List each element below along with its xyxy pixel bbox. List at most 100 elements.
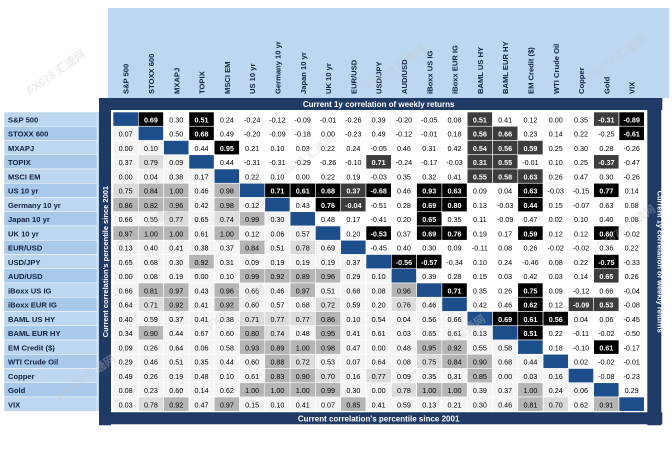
cell-value: 0.81 <box>144 286 158 295</box>
cell-value: -0.08 <box>598 372 614 381</box>
cell-value: 0.46 <box>270 286 284 295</box>
cell-value: 0.46 <box>195 187 209 196</box>
cell-value: 0.24 <box>498 258 512 267</box>
cell-value: 0.44 <box>169 329 183 338</box>
cell-value: 0.65 <box>599 272 613 281</box>
cell-value: -0.09 <box>497 215 513 224</box>
cell-value: 0.07 <box>119 130 133 139</box>
cell-value: 0.22 <box>574 130 588 139</box>
cell-value: 0.26 <box>549 172 563 181</box>
cell-value: 0.31 <box>422 144 436 153</box>
cell-value: 0.60 <box>220 329 234 338</box>
cell-value: 0.26 <box>144 343 158 352</box>
cell-value: 0.30 <box>599 172 613 181</box>
cell-value: 0.24 <box>220 115 234 124</box>
cell-value: 0.29 <box>346 272 360 281</box>
cell-value: 0.36 <box>599 244 613 253</box>
cell-value: 0.44 <box>220 358 234 367</box>
cell-value: 0.17 <box>346 215 360 224</box>
cell-value: -0.12 <box>573 286 589 295</box>
column-label: STOXX 600 <box>147 54 156 94</box>
cell-value: 0.78 <box>144 400 158 409</box>
cell-value: 1.00 <box>245 386 259 395</box>
row-label: iBoxx US IG <box>8 286 52 295</box>
left-side-text: Current correlation's percentile since 2… <box>101 186 110 337</box>
cell-value: 0.42 <box>473 301 487 310</box>
cell-value: 0.24 <box>549 386 563 395</box>
cell-value: 0.64 <box>119 301 133 310</box>
cell-value: 0.71 <box>448 286 462 295</box>
column-label: US 10 yr <box>248 64 257 94</box>
cell-value: 0.76 <box>321 201 335 210</box>
cell-value: 0.41 <box>448 172 462 181</box>
cell-value: 0.19 <box>169 272 183 281</box>
cell-value: 0.99 <box>245 272 259 281</box>
cell-value: 0.77 <box>372 372 386 381</box>
cell-value: 0.49 <box>220 130 234 139</box>
cell-value: -0.03 <box>370 172 386 181</box>
row-label: Japan 10 yr <box>8 215 50 224</box>
cell-value: 0.37 <box>346 258 360 267</box>
cell-value: 0.30 <box>346 386 360 395</box>
cell-value: 0.03 <box>549 272 563 281</box>
row-label: BAML US HY <box>8 315 55 324</box>
cell-value: -0.09 <box>573 301 589 310</box>
row-label: STOXX 600 <box>8 130 48 139</box>
cell-value: 0.30 <box>473 400 487 409</box>
cell-value: 1.00 <box>169 229 183 238</box>
cell-value: 0.20 <box>346 229 360 238</box>
cell-value: 0.44 <box>523 201 537 210</box>
column-label: MSCI EM <box>223 62 232 95</box>
cell-value: 0.86 <box>321 315 335 324</box>
cell-value: 0.02 <box>549 215 563 224</box>
cell-value: 0.08 <box>144 272 158 281</box>
cell-value: -0.53 <box>370 229 386 238</box>
cell-value: 0.22 <box>574 258 588 267</box>
cell-value: 0.31 <box>220 258 234 267</box>
column-label: WTI Crude Oil <box>552 44 561 94</box>
column-label: UK 10 yr <box>324 63 333 94</box>
heatmap-cell <box>416 282 443 298</box>
cell-value: 0.90 <box>144 329 158 338</box>
cell-value: 0.80 <box>448 201 462 210</box>
column-label: BAML US HY <box>476 47 485 94</box>
cell-value: 0.28 <box>599 144 613 153</box>
cell-value: 0.61 <box>296 187 310 196</box>
cell-value: 0.66 <box>599 286 613 295</box>
cell-value: -0.45 <box>370 244 386 253</box>
cell-value: 0.61 <box>195 229 209 238</box>
cell-value: 0.58 <box>498 343 512 352</box>
cell-value: 0.00 <box>372 386 386 395</box>
cell-value: 0.09 <box>549 286 563 295</box>
cell-value: 0.09 <box>473 187 487 196</box>
cell-value: 0.30 <box>574 144 588 153</box>
cell-value: 0.08 <box>625 201 639 210</box>
cell-value: -0.09 <box>269 130 285 139</box>
cell-value: -0.26 <box>623 172 639 181</box>
cell-value: 0.15 <box>549 201 563 210</box>
cell-value: 0.34 <box>119 329 133 338</box>
cell-value: 0.84 <box>144 187 158 196</box>
cell-value: 0.64 <box>372 358 386 367</box>
cell-value: 0.08 <box>549 258 563 267</box>
cell-value: 0.68 <box>321 187 335 196</box>
cell-value: 0.37 <box>220 244 234 253</box>
cell-value: 0.61 <box>372 329 386 338</box>
cell-value: 1.00 <box>448 386 462 395</box>
heatmap-cell <box>315 225 341 241</box>
cell-value: -0.50 <box>623 329 639 338</box>
cell-value: -0.10 <box>345 158 361 167</box>
cell-value: 0.61 <box>523 315 537 324</box>
left-side-banner <box>99 98 111 426</box>
cell-value: 0.35 <box>397 172 411 181</box>
row-label: MXAPJ <box>8 144 34 153</box>
cell-value: 0.66 <box>119 215 133 224</box>
heatmap-cell <box>390 268 417 284</box>
cell-value: 0.30 <box>422 244 436 253</box>
heatmap-cell <box>188 154 215 170</box>
cell-value: 0.90 <box>296 372 310 381</box>
cell-value: 0.00 <box>119 172 133 181</box>
cell-value: 0.99 <box>245 215 259 224</box>
cell-value: 0.77 <box>169 215 183 224</box>
